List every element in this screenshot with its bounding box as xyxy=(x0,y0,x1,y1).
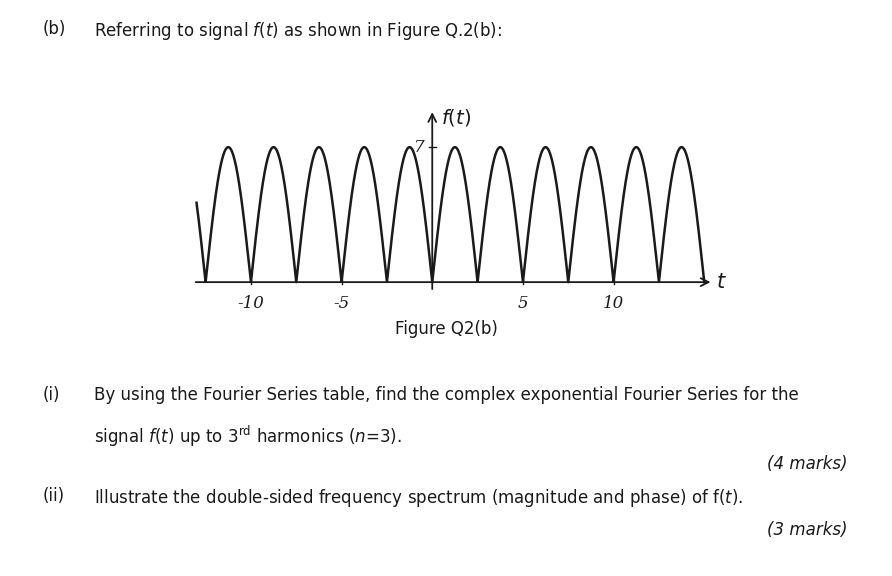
Text: (3 marks): (3 marks) xyxy=(767,521,847,539)
Text: signal $f(t)$ up to 3$^{\rm rd}$ harmonics ($n$=3).: signal $f(t)$ up to 3$^{\rm rd}$ harmoni… xyxy=(94,423,401,449)
Text: Illustrate the double-sided frequency spectrum (magnitude and phase) of f($t$).: Illustrate the double-sided frequency sp… xyxy=(94,487,743,509)
Text: (i): (i) xyxy=(43,386,61,404)
Text: Referring to signal $f(t)$ as shown in Figure Q.2(b):: Referring to signal $f(t)$ as shown in F… xyxy=(94,20,501,42)
Text: (4 marks): (4 marks) xyxy=(767,455,847,473)
Text: 10: 10 xyxy=(603,295,624,312)
Text: -5: -5 xyxy=(334,295,350,312)
Text: (b): (b) xyxy=(43,20,66,38)
Text: $t$: $t$ xyxy=(716,272,727,291)
Text: -10: -10 xyxy=(237,295,264,312)
Text: 7: 7 xyxy=(415,139,425,156)
Text: Figure Q2(b): Figure Q2(b) xyxy=(394,320,498,338)
Text: (ii): (ii) xyxy=(43,487,65,505)
Text: $f(t)$: $f(t)$ xyxy=(442,107,471,128)
Text: By using the Fourier Series table, find the complex exponential Fourier Series f: By using the Fourier Series table, find … xyxy=(94,386,798,404)
Text: 5: 5 xyxy=(517,295,528,312)
